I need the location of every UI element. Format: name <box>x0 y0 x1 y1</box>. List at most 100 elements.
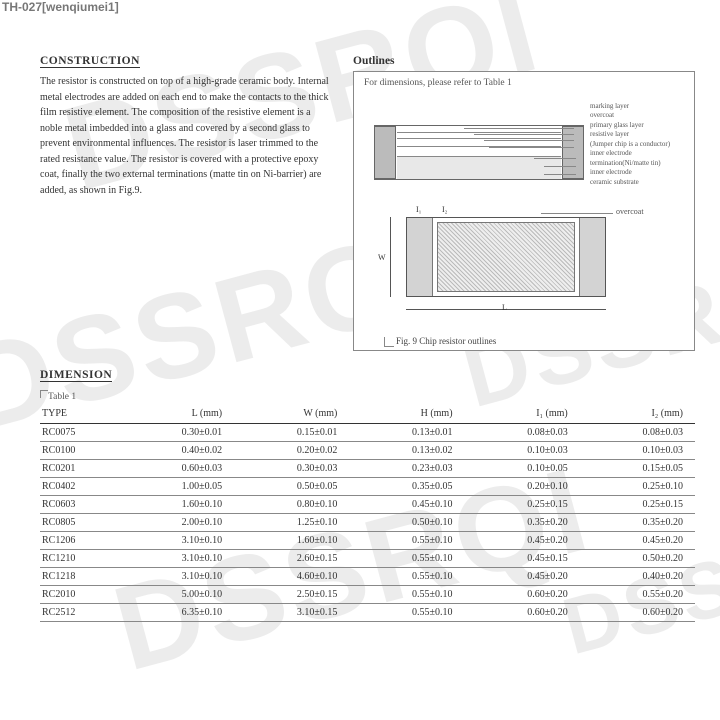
table-cell: RC2512 <box>40 604 119 622</box>
table-cell: 0.45±0.20 <box>465 568 580 586</box>
table-cell: 3.10±0.10 <box>119 568 234 586</box>
table-cell: 0.45±0.10 <box>349 496 464 514</box>
table-row: RC25126.35±0.103.10±0.150.55±0.100.60±0.… <box>40 604 695 622</box>
table-cell: 0.30±0.03 <box>234 460 349 478</box>
table-cell: 1.00±0.05 <box>119 478 234 496</box>
table-row: RC08052.00±0.101.25±0.100.50±0.100.35±0.… <box>40 514 695 532</box>
table-cell: 3.10±0.10 <box>119 532 234 550</box>
table-cell: 3.10±0.15 <box>234 604 349 622</box>
table-cell: RC0603 <box>40 496 119 514</box>
table-cell: RC1210 <box>40 550 119 568</box>
dimension-section: DIMENSION Table 1 TYPEL (mm)W (mm)H (mm)… <box>40 369 695 622</box>
table-cell: 0.08±0.03 <box>465 424 580 442</box>
table-row: RC12183.10±0.104.60±0.100.55±0.100.45±0.… <box>40 568 695 586</box>
layer-label: primary glass layer <box>590 121 688 130</box>
table-cell: 1.25±0.10 <box>234 514 349 532</box>
table-header: TYPE <box>40 404 119 424</box>
table-cell: 0.30±0.01 <box>119 424 234 442</box>
table-row: RC12063.10±0.101.60±0.100.55±0.100.45±0.… <box>40 532 695 550</box>
table-cell: 0.45±0.15 <box>465 550 580 568</box>
dim-w-label: W <box>378 253 386 262</box>
table-cell: 0.20±0.10 <box>465 478 580 496</box>
table-cell: 0.60±0.03 <box>119 460 234 478</box>
table-cell: 0.60±0.20 <box>580 604 695 622</box>
table-cell: 0.80±0.10 <box>234 496 349 514</box>
table-row: RC20105.00±0.102.50±0.150.55±0.100.60±0.… <box>40 586 695 604</box>
layer-label: termination(Ni/matte tin) <box>590 159 688 168</box>
table-cell: RC0201 <box>40 460 119 478</box>
dim-l-label: L <box>502 303 507 312</box>
table-cell: 5.00±0.10 <box>119 586 234 604</box>
outlines-section: Outlines For dimensions, please refer to… <box>353 55 695 351</box>
table-cell: 0.35±0.20 <box>580 514 695 532</box>
layer-label: inner electrode <box>590 168 688 177</box>
table-cell: 0.25±0.15 <box>465 496 580 514</box>
table-cell: 0.23±0.03 <box>349 460 464 478</box>
dimension-heading: DIMENSION <box>40 369 112 382</box>
outlines-heading: Outlines <box>353 55 695 67</box>
layer-label: overcoat <box>590 111 688 120</box>
outlines-caption: For dimensions, please refer to Table 1 <box>364 78 512 88</box>
construction-body: The resistor is constructed on top of a … <box>40 74 335 198</box>
top-view-diagram: overcoat L W I₁ I₂ <box>376 207 636 317</box>
table-cell: 0.45±0.20 <box>465 532 580 550</box>
outlines-figure: For dimensions, please refer to Table 1 <box>353 71 695 351</box>
overcoat-label: overcoat <box>616 207 644 216</box>
table-cell: 1.60±0.10 <box>119 496 234 514</box>
layer-label: (Jumper chip is a conductor) <box>590 140 688 149</box>
table-cell: 0.40±0.20 <box>580 568 695 586</box>
table-row: RC12103.10±0.102.60±0.150.55±0.100.45±0.… <box>40 550 695 568</box>
table-cell: RC0075 <box>40 424 119 442</box>
table-label: Table 1 <box>48 392 695 402</box>
table-cell: 0.25±0.10 <box>580 478 695 496</box>
dim-i2-label: I₂ <box>442 205 447 214</box>
table-cell: 0.10±0.03 <box>465 442 580 460</box>
table-cell: 0.55±0.10 <box>349 532 464 550</box>
table-cell: 0.60±0.20 <box>465 604 580 622</box>
table-cell: 0.55±0.10 <box>349 550 464 568</box>
layer-labels: marking layerovercoatprimary glass layer… <box>590 102 688 187</box>
table-cell: 0.60±0.20 <box>465 586 580 604</box>
table-header: I₁ (mm) <box>465 404 580 424</box>
table-cell: 0.55±0.10 <box>349 568 464 586</box>
table-cell: RC0100 <box>40 442 119 460</box>
table-cell: 2.60±0.15 <box>234 550 349 568</box>
table-row: RC06031.60±0.100.80±0.100.45±0.100.25±0.… <box>40 496 695 514</box>
table-cell: 0.15±0.05 <box>580 460 695 478</box>
table-cell: RC2010 <box>40 586 119 604</box>
table-row: RC02010.60±0.030.30±0.030.23±0.030.10±0.… <box>40 460 695 478</box>
table-cell: 0.35±0.20 <box>465 514 580 532</box>
table-cell: 0.50±0.05 <box>234 478 349 496</box>
table-cell: RC0805 <box>40 514 119 532</box>
layer-label: inner electrode <box>590 149 688 158</box>
table-header: L (mm) <box>119 404 234 424</box>
table-cell: 0.55±0.20 <box>580 586 695 604</box>
table-cell: 4.60±0.10 <box>234 568 349 586</box>
table-cell: 0.13±0.02 <box>349 442 464 460</box>
table-cell: 0.50±0.10 <box>349 514 464 532</box>
cross-section-diagram <box>374 100 584 188</box>
table-cell: 0.40±0.02 <box>119 442 234 460</box>
layer-label: ceramic substrate <box>590 178 688 187</box>
layer-label: marking layer <box>590 102 688 111</box>
table-header: H (mm) <box>349 404 464 424</box>
table-cell: 0.15±0.01 <box>234 424 349 442</box>
figure-caption: Fig. 9 Chip resistor outlines <box>396 336 496 346</box>
table-cell: RC1206 <box>40 532 119 550</box>
table-cell: 2.50±0.15 <box>234 586 349 604</box>
layer-label: resistive layer <box>590 130 688 139</box>
table-row: RC01000.40±0.020.20±0.020.13±0.020.10±0.… <box>40 442 695 460</box>
table-row: RC00750.30±0.010.15±0.010.13±0.010.08±0.… <box>40 424 695 442</box>
construction-section: CONSTRUCTION The resistor is constructed… <box>40 55 335 351</box>
table-cell: 6.35±0.10 <box>119 604 234 622</box>
product-badge: TH-027[wenqiumei1] <box>2 0 119 14</box>
table-cell: 0.08±0.03 <box>580 424 695 442</box>
table-cell: 3.10±0.10 <box>119 550 234 568</box>
table-header: W (mm) <box>234 404 349 424</box>
table-cell: RC1218 <box>40 568 119 586</box>
table-cell: 0.20±0.02 <box>234 442 349 460</box>
table-row: RC04021.00±0.050.50±0.050.35±0.050.20±0.… <box>40 478 695 496</box>
table-cell: 2.00±0.10 <box>119 514 234 532</box>
table-cell: 0.55±0.10 <box>349 604 464 622</box>
dimension-table: TYPEL (mm)W (mm)H (mm)I₁ (mm)I₂ (mm) RC0… <box>40 404 695 622</box>
